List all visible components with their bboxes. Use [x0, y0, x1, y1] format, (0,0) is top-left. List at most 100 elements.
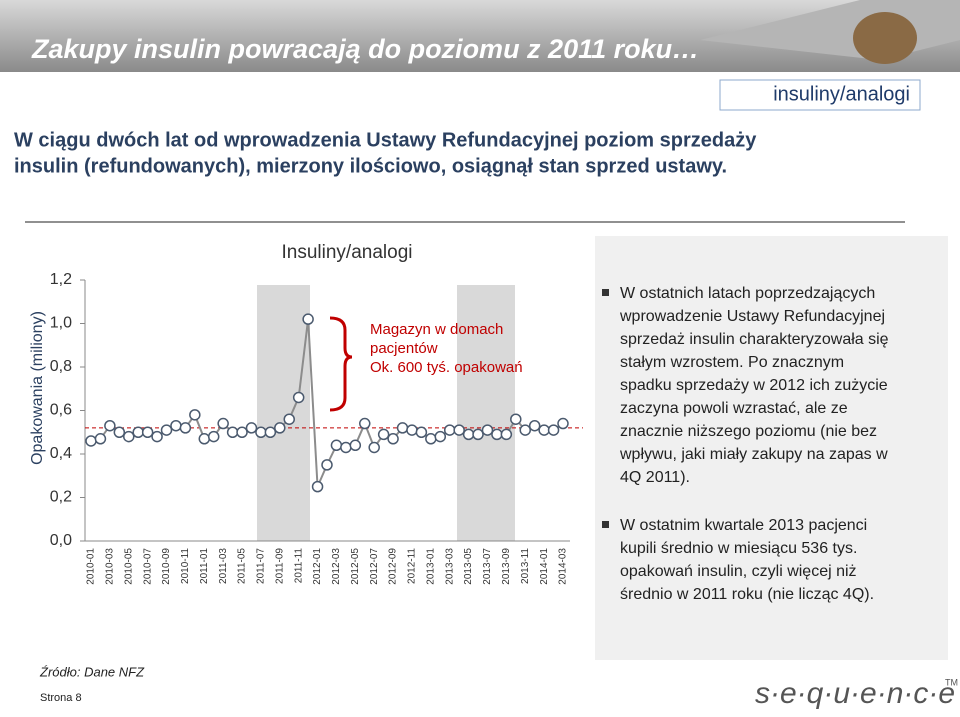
data-point	[160, 424, 173, 436]
source: Źródło: Dane NFZ	[39, 664, 145, 679]
data-point	[359, 417, 371, 430]
x-tick-label: 2014-03	[558, 548, 569, 585]
panel-text: średnio w 2011 roku (nie licząc 4Q).	[620, 586, 874, 603]
x-tick-label: 2010-11	[180, 548, 191, 584]
data-point	[264, 426, 277, 438]
subtitle: W ciągu dwóch lat od wprowadzenia Ustawy…	[14, 129, 757, 151]
data-point	[274, 422, 286, 434]
data-point	[207, 430, 220, 443]
data-point	[104, 419, 116, 432]
data-point	[481, 424, 494, 436]
data-point	[311, 480, 324, 493]
data-point	[491, 428, 503, 441]
data-point	[538, 424, 550, 436]
data-point	[510, 413, 522, 425]
data-point	[302, 313, 314, 325]
y-tick-label: 1,0	[50, 315, 72, 332]
x-tick-label: 2014-01	[539, 548, 550, 585]
highlight	[257, 285, 310, 541]
bracket	[329, 316, 353, 412]
y-tick-label: 0,0	[50, 532, 72, 549]
panel-text: opakowań insulin, czyli więcej niż	[620, 563, 857, 580]
data-point	[434, 430, 447, 443]
y-tick-label: 0,6	[50, 402, 72, 419]
data-point	[198, 433, 211, 445]
data-point	[557, 417, 569, 430]
panel-text: spadku sprzedaży w 2012 ich zużycie	[620, 377, 888, 394]
data-point	[368, 441, 380, 454]
x-tick-label: 2012-11	[407, 548, 418, 584]
x-tick-label: 2011-01	[199, 548, 210, 584]
tag-box	[719, 79, 921, 111]
bullet	[602, 289, 609, 296]
data-point	[387, 433, 399, 445]
data-point	[94, 433, 107, 445]
data-point	[349, 439, 362, 452]
x-tick-label: 2011-07	[256, 548, 267, 584]
annotation: Ok. 600 tyś. opakowań	[370, 359, 523, 376]
data-point	[292, 391, 305, 404]
x-tick-label: 2013-05	[463, 548, 474, 585]
x-tick-label: 2011-09	[274, 548, 285, 584]
x-tick-label: 2012-09	[388, 548, 399, 585]
data-point	[453, 424, 465, 436]
x-tick-label: 2012-03	[331, 548, 342, 585]
data-point	[415, 426, 428, 438]
data-point	[85, 435, 97, 447]
panel-text: znacznie niższego poziomu (nie bez	[620, 423, 877, 440]
y-tick-label: 0,4	[50, 445, 72, 462]
x-tick-label: 2012-07	[369, 548, 380, 585]
data-point	[123, 430, 135, 443]
subtitle: insulin (refundowanych), mierzony ilości…	[14, 155, 727, 177]
panel-text: kupili średnio w miesiącu 536 tys.	[620, 540, 857, 557]
title: Zakupy insulin powracają do poziomu z 20…	[31, 34, 699, 64]
data-point	[528, 419, 541, 432]
y-tick-label: 0,8	[50, 358, 72, 375]
x-tick-label: 2013-07	[482, 548, 493, 585]
data-point	[330, 439, 343, 452]
x-tick-label: 2013-01	[425, 548, 436, 585]
data-point	[179, 422, 192, 434]
x-tick-label: 2013-03	[444, 548, 455, 585]
panel-text: W ostatnich latach poprzedzających wprowa…	[602, 285, 889, 603]
x-tick-label: 2010-05	[123, 548, 134, 585]
data-point	[283, 413, 295, 425]
data-point	[321, 459, 333, 471]
x-tick-label: 2011-11	[293, 548, 304, 584]
data-point	[245, 422, 258, 434]
walnut	[853, 12, 917, 64]
x-tick-label: 2010-07	[142, 548, 153, 585]
panel-text: wprowadzenie Ustawy Refundacyjnej	[619, 308, 885, 325]
x-tick-label: 2012-01	[312, 548, 323, 585]
data-point	[547, 424, 560, 436]
panel-text: sprzedaż insulin charakteryzowała się	[620, 331, 889, 348]
chart-title: Insuliny/analogi	[282, 242, 413, 263]
x-tick-label: 2012-05	[350, 548, 361, 585]
data-point	[132, 426, 144, 438]
data-point	[406, 424, 418, 436]
data-point	[377, 428, 390, 441]
data-point	[226, 426, 239, 438]
data-point	[340, 441, 352, 454]
data-point	[217, 417, 229, 430]
data-point	[255, 426, 267, 438]
panel-text: wpływu, jaki miały zakupy na zapas w	[619, 446, 888, 463]
data-point	[425, 433, 437, 445]
x-tick-label: 2010-09	[161, 548, 172, 585]
logo: s·e·q·u·e·n·c·e	[755, 677, 955, 710]
x-tick-label: 2010-01	[86, 548, 97, 585]
y-axis-label: Opakowania (miliony)	[29, 311, 46, 465]
data-point	[472, 428, 484, 441]
highlight	[457, 285, 515, 541]
data-point	[189, 409, 201, 421]
logo-tm: TM	[945, 677, 958, 687]
tag: insuliny/analogi	[773, 83, 910, 105]
data-point	[500, 428, 513, 441]
panel-text: 4Q 2011).	[620, 469, 690, 486]
x-tick-label: 2013-09	[501, 548, 512, 585]
annotation: Magazyn w domach	[370, 321, 503, 338]
panel-text: zaczyna powoli wzrastać, ale ze	[620, 400, 848, 417]
data-point	[443, 424, 456, 436]
data-point	[141, 426, 154, 438]
